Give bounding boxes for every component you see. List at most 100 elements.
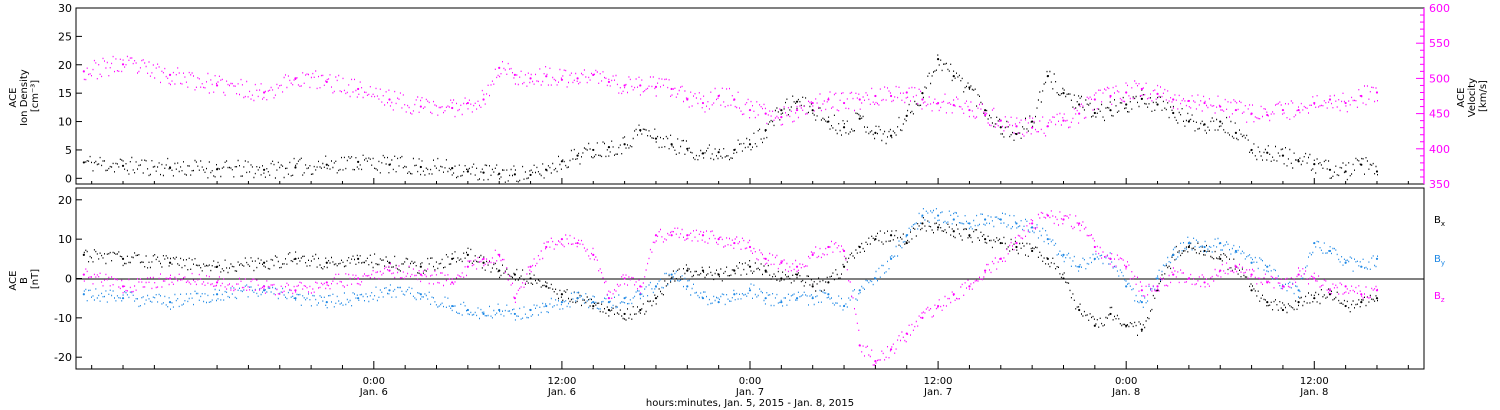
time-tick-date-label: Jan. 6 <box>547 387 576 398</box>
by-point <box>1328 249 1332 253</box>
time-tick-date-label: Jan. 8 <box>1111 387 1140 398</box>
by-scatter <box>83 208 1378 321</box>
time-tick-label: 0:00 <box>363 376 385 387</box>
density-point <box>482 171 485 174</box>
by-point <box>1125 285 1128 288</box>
bz-point <box>1109 257 1112 260</box>
bz-point <box>654 234 658 237</box>
velocity-point <box>1187 99 1190 103</box>
by-point <box>1078 265 1081 268</box>
by-point <box>1156 277 1159 280</box>
density-point <box>262 168 266 171</box>
velocity-point <box>921 98 924 101</box>
velocity-tick-label: 400 <box>1429 143 1450 156</box>
magnetic-field-label-line-2: B <box>19 277 30 284</box>
by-point <box>686 285 689 288</box>
bx-point <box>984 238 987 241</box>
bz-point <box>1156 285 1159 288</box>
velocity-point <box>82 70 85 73</box>
density-point <box>1125 103 1128 106</box>
time-axis-title: hours:minutes, Jan. 5, 2015 - Jan. 8, 20… <box>646 398 854 409</box>
legend-bx: Bx <box>1434 215 1445 228</box>
time-tick-date-label: Jan. 7 <box>735 387 764 398</box>
velocity-point <box>874 94 877 98</box>
b-tick-label: 0 <box>65 273 72 286</box>
density-point <box>121 164 125 167</box>
velocity-point <box>482 98 485 101</box>
by-point <box>592 301 595 304</box>
time-tick-label: 0:00 <box>739 376 761 387</box>
ion-density-axis-label: ACE Ion Density [cm⁻³] <box>8 66 41 126</box>
bz-point <box>780 261 783 264</box>
density-point <box>513 173 516 176</box>
by-point <box>451 304 454 308</box>
by-point <box>419 293 422 296</box>
velocity-point <box>1234 108 1238 112</box>
density-point <box>1266 151 1269 154</box>
by-point <box>466 308 469 312</box>
by-point <box>262 289 266 292</box>
bx-point <box>1140 328 1143 331</box>
bx-point <box>795 273 799 276</box>
bx-point <box>1360 301 1363 304</box>
bz-point <box>498 253 501 256</box>
velocity-point <box>889 94 893 98</box>
bx-point <box>451 257 454 260</box>
velocity-point <box>560 78 564 81</box>
bx-point <box>1015 245 1018 249</box>
bz-point <box>1093 245 1096 249</box>
velocity-point <box>811 101 814 105</box>
by-point <box>215 293 219 296</box>
density-point <box>1109 109 1112 112</box>
time-tick-label: 12:00 <box>547 376 576 387</box>
by-point <box>1250 261 1253 264</box>
density-point <box>357 160 360 163</box>
density-point <box>1297 160 1300 163</box>
bz-point <box>1328 289 1332 292</box>
velocity-point <box>168 73 172 76</box>
density-point <box>451 167 454 170</box>
time-tick-label: 12:00 <box>924 376 953 387</box>
density-point <box>1219 120 1222 123</box>
velocity-point <box>1093 98 1096 101</box>
density-point <box>999 126 1002 129</box>
time-tick-date-label: Jan. 8 <box>1299 387 1328 398</box>
density-point <box>952 75 955 78</box>
by-point <box>1046 238 1049 241</box>
bx-point <box>701 269 705 272</box>
velocity-point <box>968 108 971 112</box>
density-point <box>686 147 689 150</box>
bx-point <box>639 308 642 312</box>
density-point <box>576 154 579 157</box>
by-point <box>1062 253 1065 256</box>
density-point <box>1156 103 1159 106</box>
by-point <box>168 301 172 304</box>
velocity-point <box>1375 91 1379 94</box>
magnetic-field-label-line-1: ACE <box>8 271 19 291</box>
by-point <box>968 222 971 225</box>
bottom-panel: -20 -10 0 10 20 ACE B [nT] Bx By Bz <box>8 187 1445 370</box>
by-point <box>921 214 924 217</box>
by-point <box>1140 301 1143 304</box>
bz-scatter <box>83 210 1378 366</box>
bz-point <box>748 245 752 249</box>
time-tick-label: 0:00 <box>1115 376 1137 387</box>
bx-scatter <box>83 217 1378 336</box>
velocity-tick-label: 600 <box>1429 2 1450 15</box>
velocity-point <box>419 105 422 108</box>
velocity-point <box>607 80 611 84</box>
by-point <box>780 301 783 304</box>
density-point <box>419 165 422 169</box>
bx-point <box>1078 308 1081 312</box>
bz-point <box>733 241 736 245</box>
velocity-point <box>1078 112 1081 115</box>
density-point <box>1015 132 1018 136</box>
bz-point <box>1062 218 1065 221</box>
bz-point <box>576 241 579 245</box>
magnetic-field-label-line-3: [nT] <box>30 269 41 289</box>
bx-point <box>1313 297 1316 300</box>
bx-point <box>748 265 752 268</box>
bz-point <box>874 360 877 363</box>
bx-point <box>1266 301 1269 304</box>
ion-density-label-line-2: Ion Density <box>19 69 30 126</box>
